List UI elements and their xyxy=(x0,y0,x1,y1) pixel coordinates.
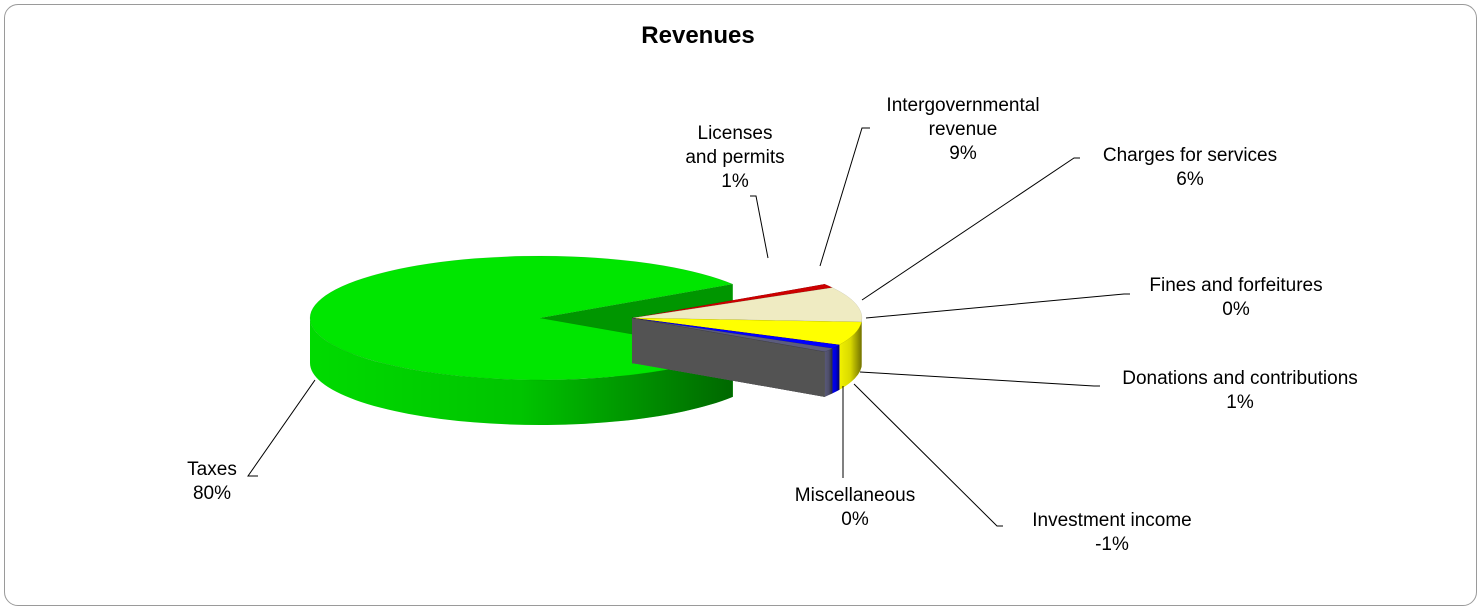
slice-shade xyxy=(310,318,733,425)
slice xyxy=(631,317,841,349)
value-label: 9% xyxy=(949,143,977,164)
value-label: 0% xyxy=(841,509,869,530)
category-label: Charges for services xyxy=(1102,145,1278,166)
slice xyxy=(309,255,734,381)
slice-shade xyxy=(824,348,833,397)
data-label: Taxes 80% xyxy=(187,458,237,506)
slice xyxy=(631,317,825,353)
category-label: Miscellaneous xyxy=(794,485,916,506)
data-label: Intergovernmental revenue 9% xyxy=(883,94,1043,166)
slice-shade xyxy=(632,318,825,397)
category-label: Investment income xyxy=(1032,510,1192,531)
value-label: 1% xyxy=(1226,392,1254,413)
leader-line xyxy=(819,127,870,267)
slice xyxy=(631,287,863,323)
data-label: Donations and contributions 1% xyxy=(1122,367,1358,415)
value-label: -1% xyxy=(1095,534,1129,555)
leader-line xyxy=(853,383,1003,527)
slice xyxy=(631,317,834,353)
value-label: 80% xyxy=(192,483,232,504)
data-label: Charges for services 6% xyxy=(1103,144,1277,192)
leader-line xyxy=(859,371,1100,387)
slice-side xyxy=(632,318,825,397)
category-label: Donations and contributions xyxy=(1122,368,1358,389)
category-label: Taxes xyxy=(187,459,237,480)
leader-line xyxy=(750,195,769,259)
category-label: Licenses and permits xyxy=(685,123,785,168)
value-label: 1% xyxy=(721,171,749,192)
leader-line xyxy=(865,293,1130,319)
category-label: Intergovernmental revenue xyxy=(886,95,1040,140)
value-label: 0% xyxy=(1222,299,1250,320)
chart-title: Revenues xyxy=(641,22,755,49)
data-label: Miscellaneous 0% xyxy=(795,484,915,532)
leader-line xyxy=(247,379,316,477)
slice-shade xyxy=(832,344,840,394)
data-label: Licenses and permits 1% xyxy=(680,122,790,194)
value-label: 6% xyxy=(1176,169,1204,190)
category-label: Fines and forfeitures xyxy=(1149,275,1323,296)
chart-frame xyxy=(4,4,1477,606)
data-label: Investment income -1% xyxy=(1032,509,1191,557)
slice xyxy=(631,317,862,346)
leader-line xyxy=(861,157,1080,301)
slice-shade xyxy=(839,321,862,390)
data-label: Fines and forfeitures 0% xyxy=(1149,274,1322,322)
slice xyxy=(631,283,834,319)
